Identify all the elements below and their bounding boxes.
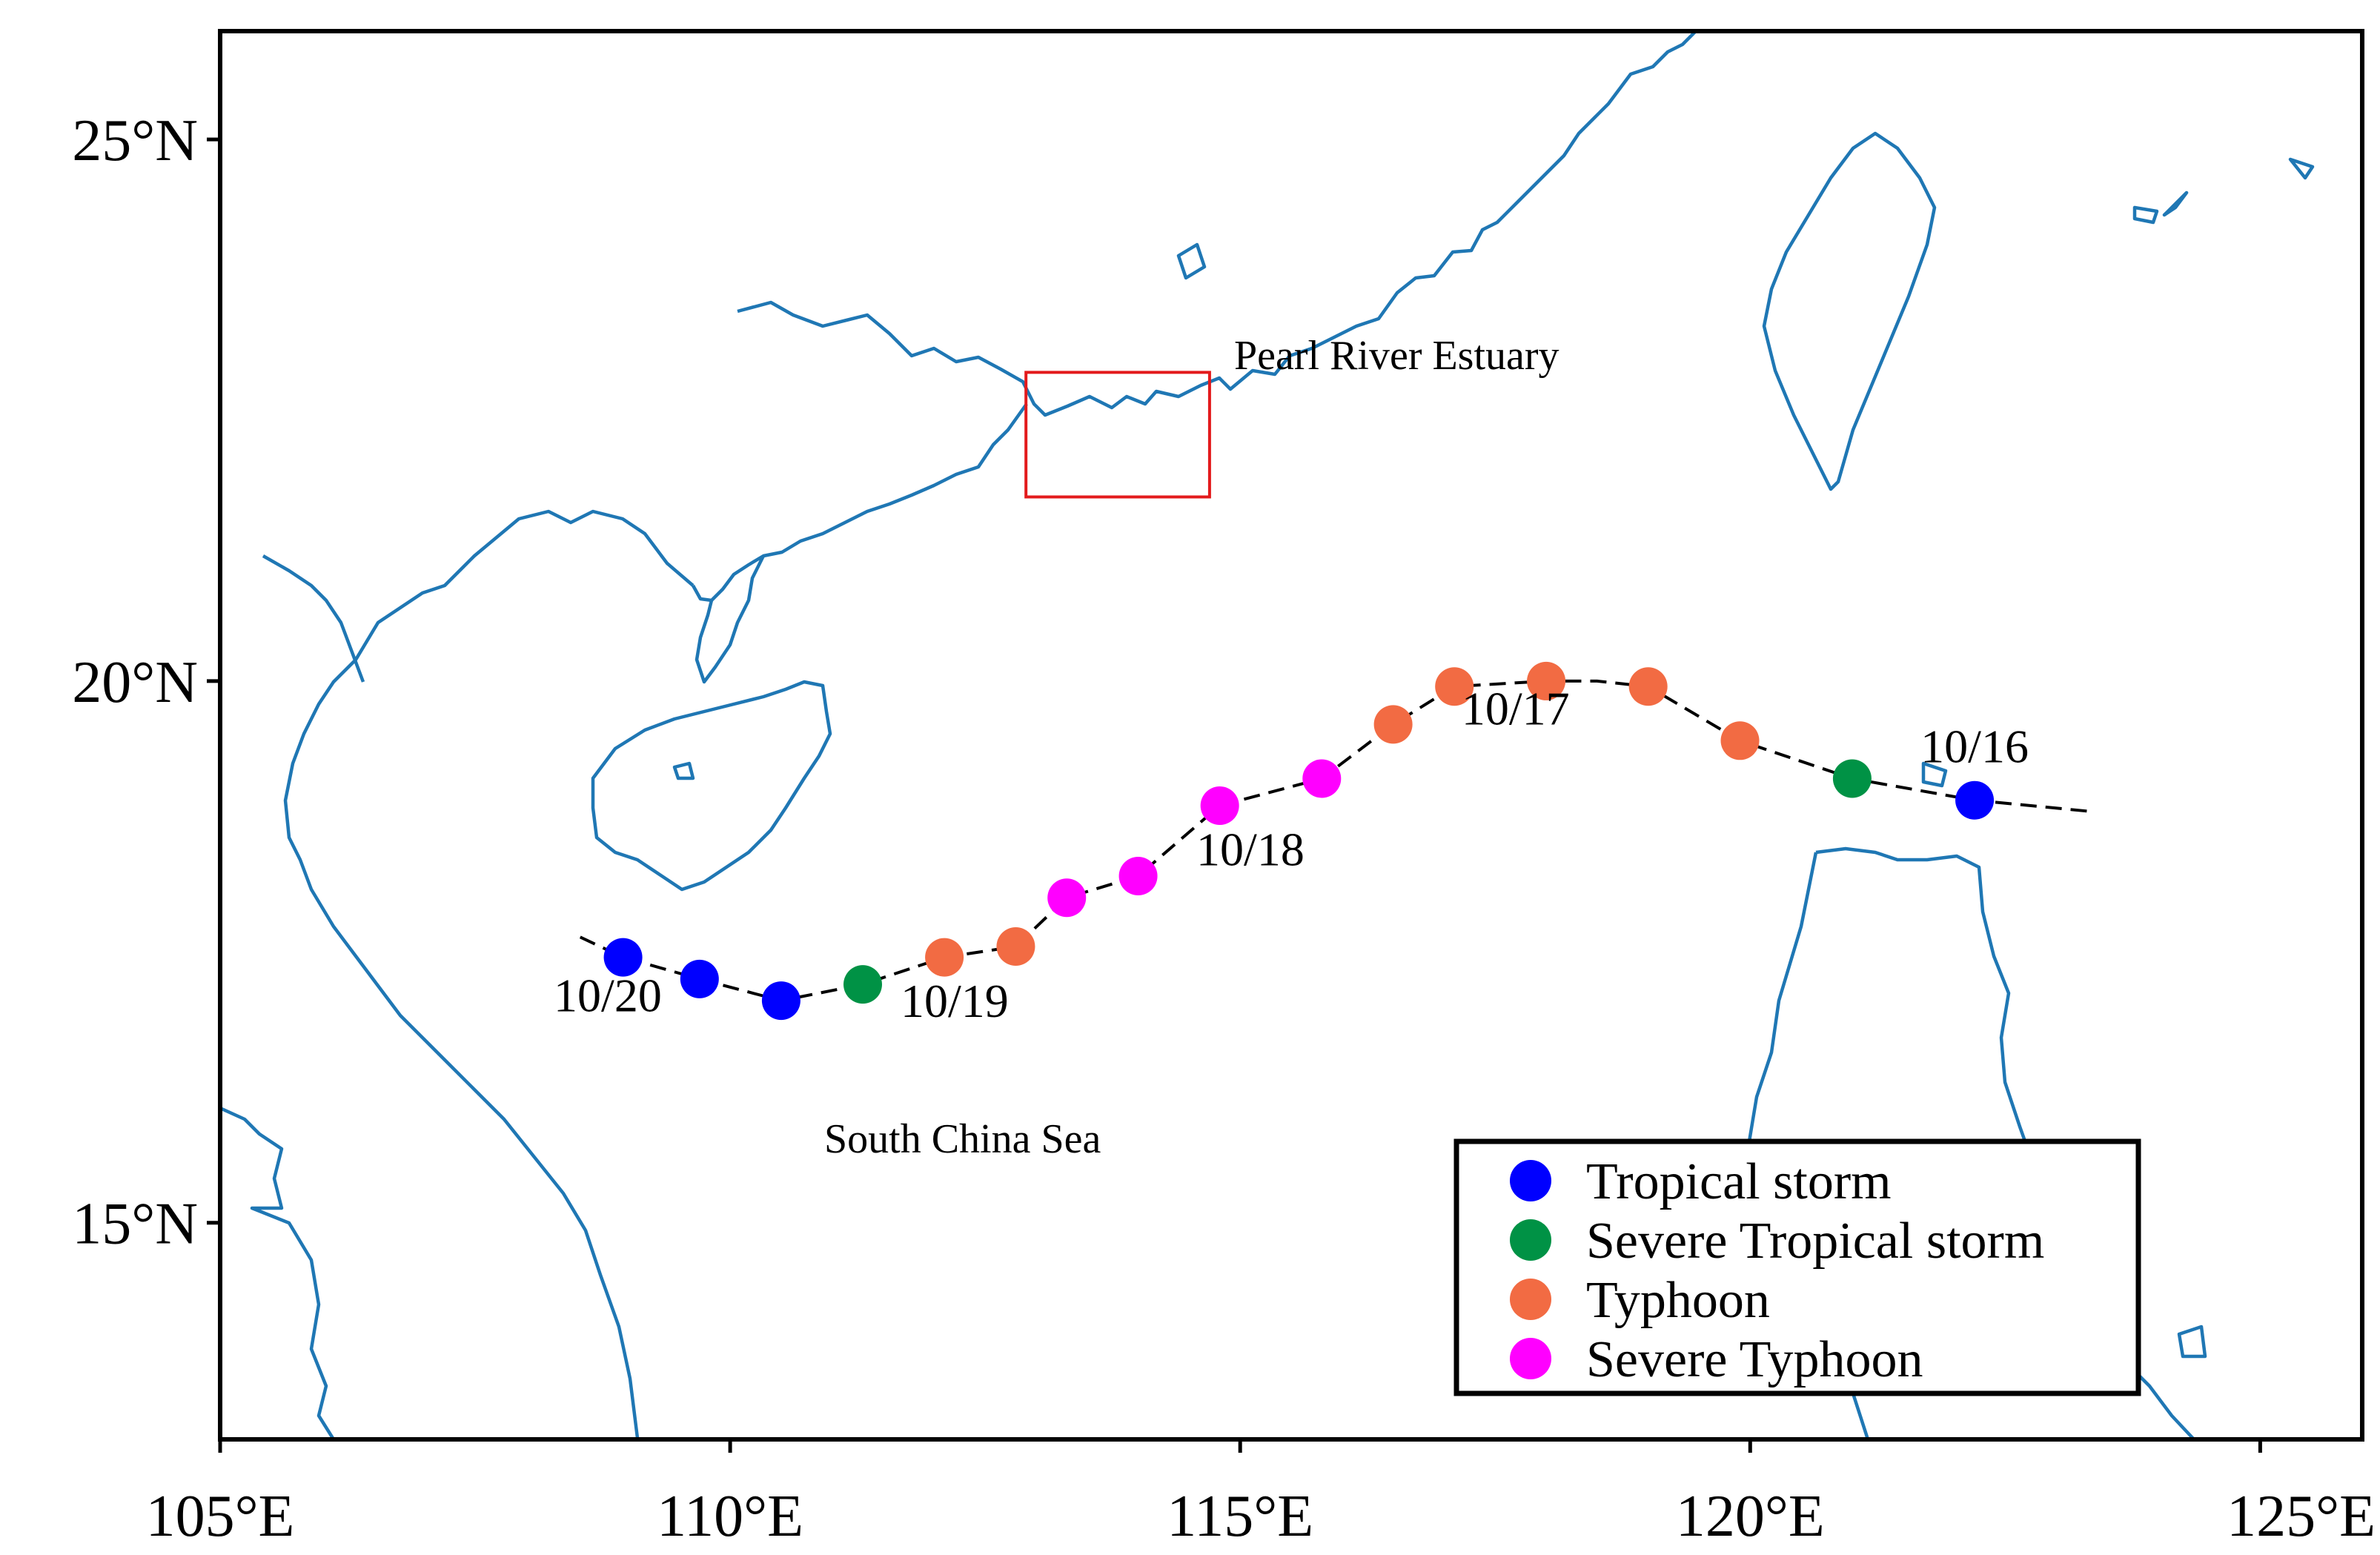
coastline-islet-5 [1921, 761, 1948, 788]
track-point-severe-tropical-storm [843, 965, 882, 1004]
track-point-severe-typhoon [1200, 786, 1239, 825]
track-point-typhoon [1527, 661, 1566, 700]
track-point-typhoon [1435, 667, 1474, 706]
legend-label-typhoon: Typhoon [1586, 1272, 1770, 1329]
track-point-typhoon [996, 927, 1035, 966]
typhoon-track-layer [576, 661, 2087, 1021]
coastline-tonkin-vietnam [283, 509, 695, 1439]
legend: Tropical storm Severe Tropical storm Typ… [1453, 1138, 2141, 1396]
south-china-sea-label: South China Sea [824, 1116, 1101, 1162]
x-tick-label: 120°E [1676, 1484, 1825, 1549]
coastline-islet-6 [1176, 242, 1207, 280]
coastline-taiwan [1762, 131, 1937, 491]
pearl-river-estuary-label: Pearl River Estuary [1234, 333, 1559, 379]
legend-marker-severe-tropical-storm [1510, 1219, 1551, 1261]
track-point-typhoon [1373, 705, 1413, 744]
date-label-layer: 10/16 10/17 10/18 10/19 10/20 [554, 682, 2029, 1027]
track-point-typhoon [1628, 667, 1668, 706]
coastline-islet-1 [2288, 157, 2315, 180]
date-label-10-17: 10/17 [1462, 682, 1570, 735]
coastline-leizhou [695, 554, 766, 684]
coastline-interior-west [220, 1106, 335, 1439]
x-tick-label: 105°E [146, 1484, 295, 1549]
track-point-tropical-storm [1955, 780, 1995, 820]
track-point-typhoon [925, 938, 964, 977]
coastline-islet-7 [672, 761, 695, 780]
track-point-tropical-storm [761, 981, 800, 1021]
date-label-10-19: 10/19 [901, 975, 1009, 1027]
pearl-river-estuary-box [1024, 371, 1211, 499]
plot-frame [218, 29, 2364, 1442]
coastline-islet-2 [2132, 205, 2159, 225]
coastline-islet-4 [2177, 1324, 2207, 1359]
legend-frame [1453, 1138, 2141, 1396]
legend-label-severe-tropical-storm: Severe Tropical storm [1586, 1213, 2044, 1270]
legend-label-tropical-storm: Tropical storm [1586, 1153, 1892, 1210]
coastline-hainan [591, 680, 832, 892]
track-point-severe-typhoon [1302, 759, 1342, 798]
track-point-tropical-storm [603, 938, 643, 977]
track-point-typhoon [1720, 721, 1760, 760]
coastline-islet-3 [2162, 190, 2189, 217]
date-label-10-18: 10/18 [1196, 823, 1305, 875]
track-point-severe-tropical-storm [1832, 759, 1872, 798]
legend-label-severe-typhoon: Severe Typhoon [1586, 1331, 1923, 1388]
track-point-tropical-storm [680, 959, 719, 998]
date-label-10-16: 10/16 [1920, 720, 2029, 773]
axis-layer: 105°E 110°E 115°E 120°E 125°E 15°N 20°N 25°N [72, 108, 2376, 1549]
coastline-south-china [737, 31, 1699, 417]
date-label-10-20: 10/20 [554, 969, 662, 1022]
coastline-guangdong-west [692, 402, 1028, 603]
y-tick-label: 20°N [72, 650, 198, 715]
x-tick-label: 125°E [2227, 1484, 2376, 1549]
y-tick-label: 15°N [72, 1192, 198, 1257]
track-point-severe-typhoon [1047, 878, 1087, 918]
coastline-laos-border [262, 554, 365, 683]
typhoon-track-line [576, 679, 2087, 1003]
legend-marker-severe-typhoon [1510, 1338, 1551, 1379]
x-tick-label: 110°E [657, 1484, 803, 1549]
x-tick-label: 115°E [1167, 1484, 1313, 1549]
legend-marker-tropical-storm [1510, 1160, 1551, 1201]
track-point-severe-typhoon [1118, 857, 1158, 895]
legend-marker-typhoon [1510, 1279, 1551, 1320]
y-tick-label: 25°N [72, 108, 198, 173]
